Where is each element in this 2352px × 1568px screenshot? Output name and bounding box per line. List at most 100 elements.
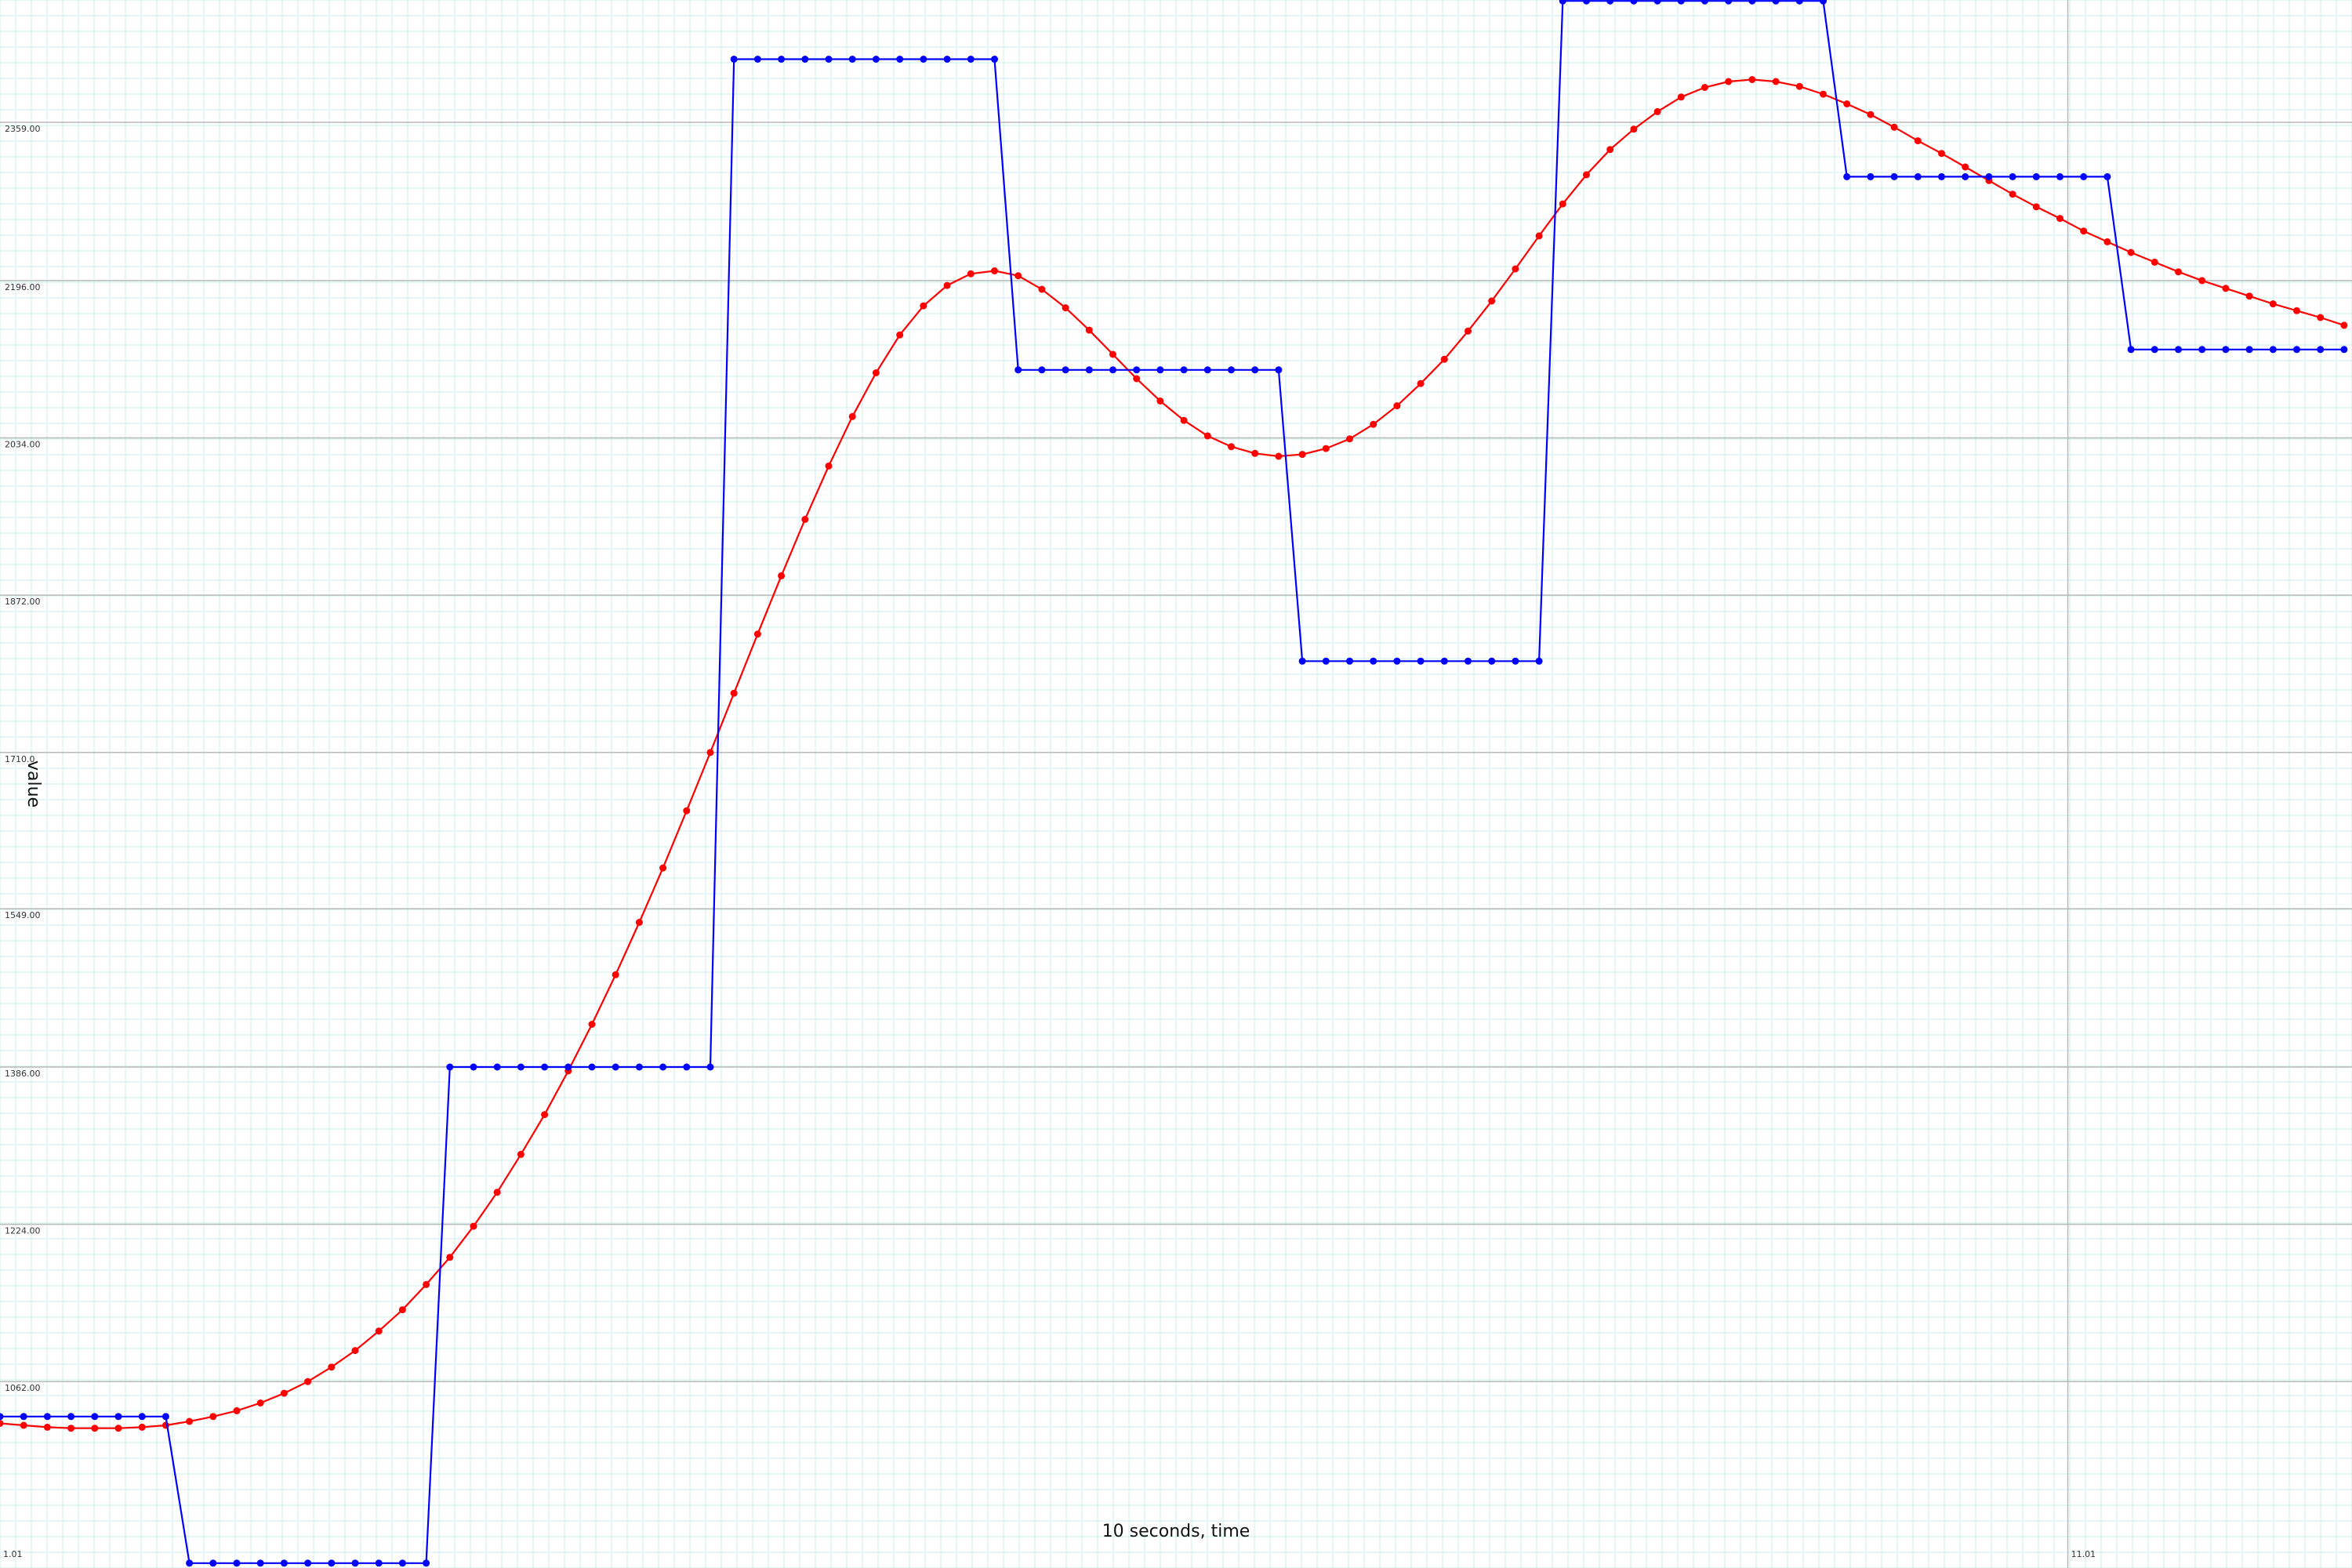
data-point: [848, 56, 856, 63]
data-point: [801, 516, 809, 523]
data-point: [1512, 265, 1519, 273]
data-point: [1014, 272, 1022, 280]
data-point: [1228, 443, 1235, 451]
y-tick-label: 1549.00: [5, 910, 41, 920]
data-point: [423, 1280, 430, 1288]
data-point: [2340, 346, 2348, 354]
data-point: [209, 1559, 217, 1567]
data-point: [1843, 172, 1851, 180]
x-axis-ticks: 1.01 11.01: [3, 1549, 2096, 1559]
y-tick-label: 2359.00: [5, 124, 41, 134]
data-point: [1322, 657, 1330, 665]
data-point: [1322, 445, 1330, 452]
data-point: [280, 1389, 288, 1397]
data-point: [2151, 258, 2158, 266]
data-point: [1653, 107, 1661, 115]
data-point: [2222, 285, 2230, 292]
data-point: [1180, 416, 1188, 424]
data-point: [256, 1399, 264, 1406]
data-point: [2032, 203, 2040, 211]
data-point: [138, 1413, 146, 1421]
data-point: [493, 1189, 501, 1196]
data-point: [967, 270, 975, 278]
data-point: [1748, 76, 1756, 83]
data-point: [1251, 449, 1259, 457]
data-point: [328, 1559, 336, 1567]
data-point: [1156, 366, 1164, 374]
data-point: [1465, 657, 1472, 665]
data-point: [446, 1254, 454, 1261]
data-point: [1535, 657, 1543, 665]
y-tick-label: 1062.00: [5, 1383, 41, 1393]
data-point: [967, 56, 975, 63]
data-point: [351, 1347, 359, 1355]
data-point: [2198, 277, 2206, 285]
data-point: [991, 267, 998, 274]
data-point: [351, 1559, 359, 1567]
data-point: [2317, 346, 2325, 354]
data-point: [2317, 314, 2325, 321]
data-point: [233, 1559, 241, 1567]
data-point: [1062, 304, 1069, 312]
data-point: [1748, 0, 1756, 5]
data-point: [138, 1423, 146, 1431]
data-point: [1701, 84, 1708, 91]
data-point: [635, 1063, 643, 1071]
data-point: [1559, 0, 1566, 5]
data-point: [2269, 300, 2277, 308]
data-point: [1298, 657, 1306, 665]
data-point: [1938, 172, 1945, 180]
data-point: [2151, 346, 2158, 354]
data-point: [2056, 172, 2063, 180]
data-point: [1962, 163, 1969, 171]
data-point: [2245, 292, 2253, 300]
data-point: [446, 1063, 454, 1071]
data-point: [1890, 172, 1898, 180]
data-point: [304, 1377, 312, 1385]
data-point: [423, 1559, 430, 1567]
data-point: [1772, 78, 1780, 85]
data-point: [186, 1559, 194, 1567]
data-point: [1795, 82, 1803, 90]
data-point: [67, 1413, 75, 1421]
data-point: [825, 462, 833, 470]
data-point: [162, 1413, 169, 1421]
data-point: [1795, 0, 1803, 5]
data-point: [1630, 125, 1638, 133]
data-point: [1346, 657, 1353, 665]
data-point: [1275, 452, 1283, 460]
data-point: [1180, 366, 1188, 374]
data-point: [1038, 285, 1046, 293]
data-point: [1938, 150, 1945, 158]
data-point: [517, 1150, 524, 1158]
y-tick-label: 1872.00: [5, 597, 41, 607]
data-point: [1038, 366, 1046, 374]
data-point: [114, 1425, 122, 1432]
data-point: [1062, 366, 1069, 374]
data-point: [1606, 146, 1614, 154]
data-point: [2127, 346, 2135, 354]
data-point: [43, 1423, 51, 1431]
data-point: [1393, 402, 1401, 410]
data-point: [659, 864, 667, 872]
data-point: [2127, 249, 2135, 256]
data-point: [1370, 420, 1377, 428]
x-tick-label: 1.01: [3, 1549, 23, 1559]
data-point: [2009, 191, 2016, 198]
data-point: [1606, 0, 1614, 5]
data-point: [801, 56, 809, 63]
data-point: [943, 56, 951, 63]
data-point: [1393, 657, 1401, 665]
data-point: [825, 56, 833, 63]
data-point: [1109, 366, 1116, 374]
data-point: [1085, 366, 1093, 374]
data-point: [1820, 90, 1827, 98]
data-point: [1370, 657, 1377, 665]
data-point: [493, 1063, 501, 1071]
data-point: [256, 1559, 264, 1567]
data-point: [114, 1413, 122, 1421]
data-point: [1630, 0, 1638, 5]
